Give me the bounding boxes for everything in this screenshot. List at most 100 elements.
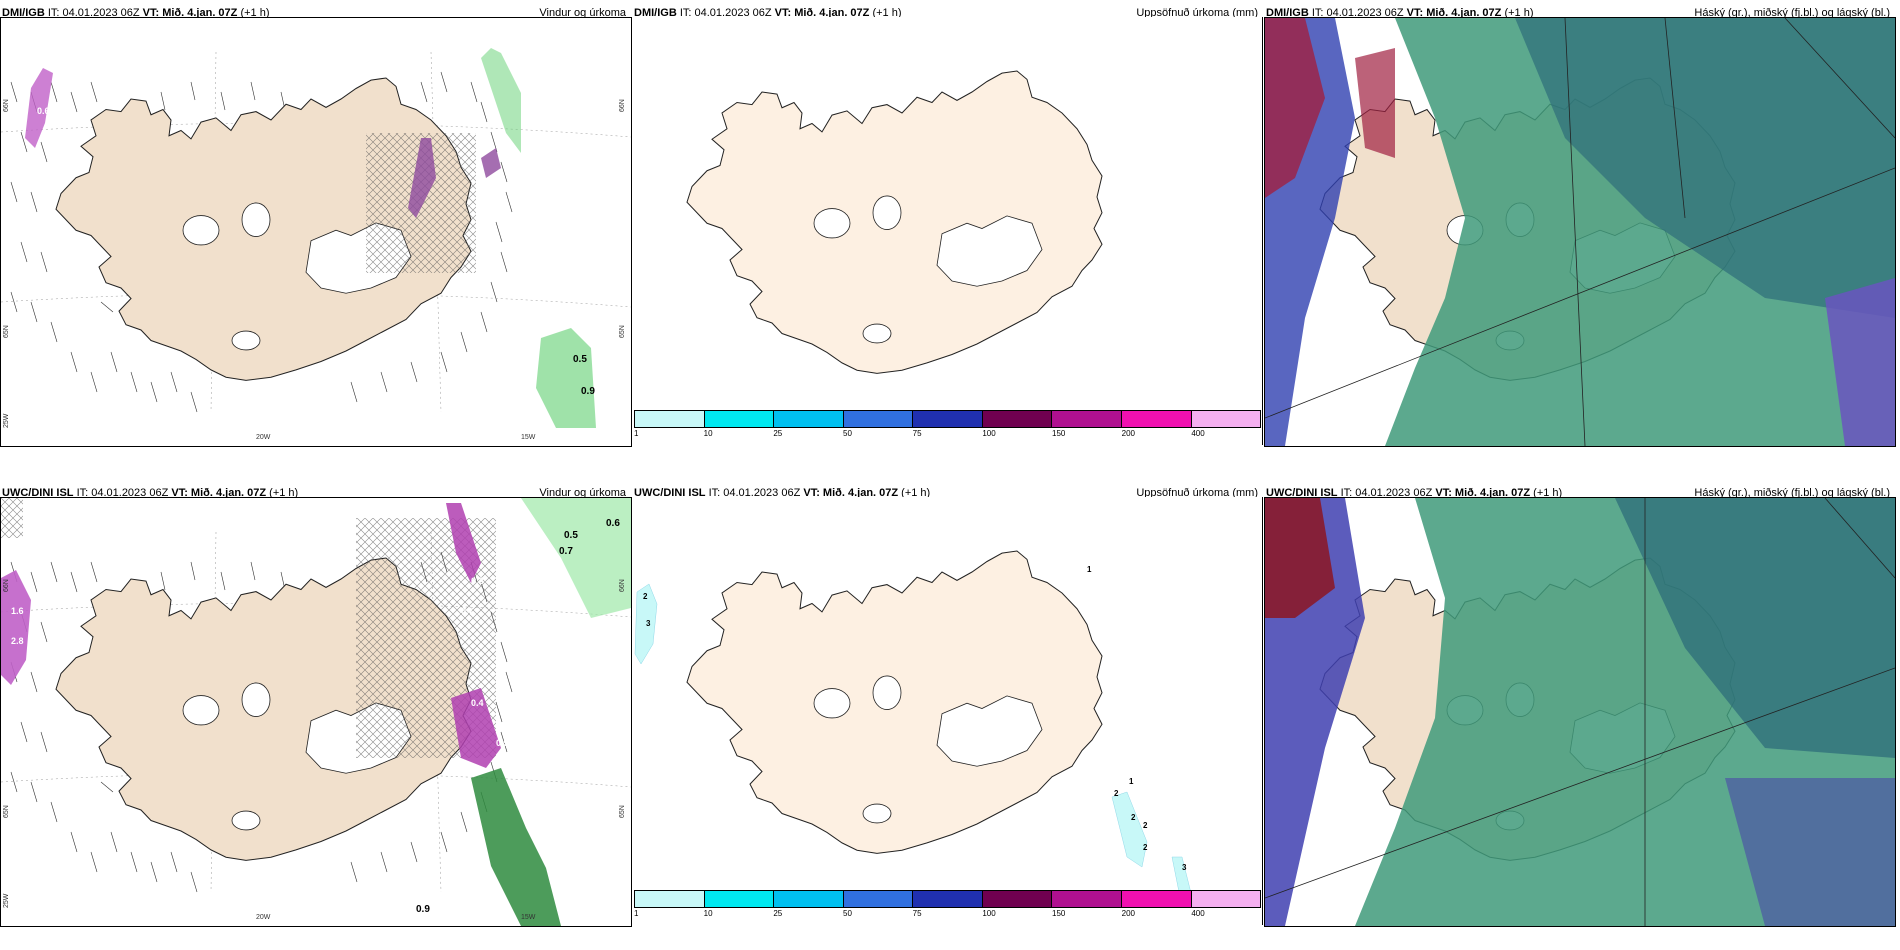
lead-time: (+1 h)	[269, 487, 299, 499]
valid-time-label: VT:	[1435, 487, 1452, 499]
lead-time: (+1 h)	[901, 487, 931, 499]
model-name: DMI/IGB	[1266, 7, 1309, 19]
panel-uwc-clouds: UWC/DINI ISL IT: 04.01.2023 06Z VT: Mið.…	[1264, 480, 1896, 928]
precip-area	[1111, 791, 1193, 898]
colorbar-tick: 25	[773, 909, 783, 918]
map-frame[interactable]	[1264, 17, 1896, 447]
colorbar-swatch	[1052, 891, 1122, 907]
lat-label: 66N	[3, 579, 10, 592]
lat-label: 65N	[3, 325, 10, 338]
model-name: DMI/IGB	[634, 7, 677, 19]
panel-title: DMI/IGB IT: 04.01.2023 06Z VT: Mið. 4.ja…	[0, 0, 630, 26]
panel-dmi-clouds: DMI/IGB IT: 04.01.2023 06Z VT: Mið. 4.ja…	[1264, 0, 1896, 448]
precip-value: 0.3	[471, 576, 484, 586]
panel-title: DMI/IGB IT: 04.01.2023 06Z VT: Mið. 4.ja…	[632, 0, 1262, 26]
colorbar-tick: 25	[773, 429, 783, 438]
colorbar-swatch	[1191, 891, 1261, 907]
map-frame[interactable]: 1 10 25 50 75 100 150 200 400	[632, 17, 1263, 445]
high-cloud-area	[1265, 18, 1325, 198]
colorbar-tick: 150	[1052, 429, 1066, 438]
iceland-landmass	[686, 70, 1103, 374]
precip-value: 0.5	[573, 354, 587, 365]
lat-label: 25W	[3, 893, 10, 908]
cloud-cover-area	[1515, 18, 1895, 318]
lat-label: 25W	[3, 413, 10, 428]
precip-area	[471, 768, 561, 926]
colorbar-tick: 50	[843, 909, 852, 918]
precip-value: 0.4	[471, 698, 484, 708]
precip-value: 0.6	[37, 106, 50, 116]
init-time: IT: 04.01.2023 06Z	[708, 487, 801, 499]
field-name: Háský (gr.), miðský (fj.bl.) og lágský (…	[1694, 487, 1890, 499]
lon-label: 15W	[521, 434, 536, 441]
colorbar-tick: 200	[1121, 909, 1136, 918]
precip-value: 0.9	[581, 386, 595, 397]
init-time: IT: 04.01.2023 06Z	[679, 7, 772, 19]
colorbar-swatch	[843, 891, 914, 907]
colorbar-tick: 10	[703, 909, 713, 918]
lat-label: 65N	[619, 805, 626, 818]
colorbar-tick: 100	[982, 429, 996, 438]
precip-area	[1, 570, 31, 685]
field-name: Háský (gr.), miðský (fj.bl.) og lágský (…	[1694, 7, 1890, 19]
init-time: IT: 04.01.2023 06Z	[1340, 487, 1433, 499]
colorbar-swatch	[1052, 411, 1122, 427]
precip-value: 2	[1143, 821, 1148, 830]
colorbar-tick: 400	[1191, 429, 1205, 438]
colorbar-swatch	[704, 891, 775, 907]
panel-uwc-accum-precip: UWC/DINI ISL IT: 04.01.2023 06Z VT: Mið.…	[632, 480, 1264, 928]
panel-title: DMI/IGB IT: 04.01.2023 06Z VT: Mið. 4.ja…	[1264, 0, 1894, 26]
precip-value: 3	[1182, 863, 1187, 872]
precip-area	[25, 68, 53, 148]
colorbar-swatch	[843, 411, 914, 427]
precip-value: 0.7	[461, 606, 474, 616]
colorbar-tick: 75	[912, 909, 922, 918]
panel-title: UWC/DINI ISL IT: 04.01.2023 06Z VT: Mið.…	[1264, 480, 1894, 506]
precip-area	[536, 328, 596, 428]
lead-time: (+1 h)	[1533, 487, 1563, 499]
map-frame[interactable]: 0.5 0.6 0.7 0.9 2.8 1.6 0.3 0.7 0.9 0.4 …	[0, 497, 632, 927]
valid-time: Mið. 4.jan. 07Z	[1426, 7, 1502, 19]
colorbar-tick: 10	[703, 429, 713, 438]
colorbar-tick: 75	[912, 429, 922, 438]
precip-area	[481, 48, 521, 153]
model-name: UWC/DINI ISL	[2, 487, 74, 499]
precip-value: 2	[643, 592, 648, 601]
colorbar-swatch	[1191, 411, 1261, 427]
valid-time: Mið. 4.jan. 07Z	[162, 7, 238, 19]
lat-label: 66N	[619, 579, 626, 592]
colorbar	[634, 410, 1261, 428]
map-frame[interactable]	[1264, 497, 1896, 927]
precip-value: 3	[646, 619, 651, 628]
map-frame[interactable]: 2 3 1 1 2 2 2 2 3 1 10 25 50 75 100 150 200 400	[632, 497, 1263, 925]
valid-time: Mið. 4.jan. 07Z	[190, 487, 267, 499]
lon-label: 20W	[256, 434, 271, 441]
field-name: Vindur og úrkoma	[539, 487, 626, 499]
colorbar-swatch	[913, 411, 983, 427]
colorbar	[634, 890, 1261, 908]
precip-value: 0.6	[606, 518, 620, 529]
valid-time-label: VT:	[142, 7, 160, 19]
valid-time-label: VT:	[774, 7, 792, 19]
colorbar-ticks: 1 10 25 50 75 100 150 200 400	[634, 429, 1261, 439]
precip-value: 2.8	[11, 636, 24, 646]
lat-label: 65N	[619, 325, 626, 338]
init-time: IT: 04.01.2023 06Z	[76, 487, 169, 499]
precip-area	[408, 138, 501, 218]
lon-label: 20W	[256, 914, 271, 921]
colorbar-tick: 50	[843, 429, 852, 438]
precip-value: 0.9	[496, 738, 509, 748]
map-frame[interactable]: 0.5 0.9 0.6 66N 65N 25W 66N 65N 20W 15W	[0, 17, 632, 447]
colorbar-swatch	[913, 891, 983, 907]
colorbar-swatch	[982, 411, 1053, 427]
precip-area	[521, 498, 631, 618]
colorbar-swatch	[982, 891, 1053, 907]
lead-time: (+1 h)	[240, 7, 270, 19]
colorbar-tick: 1	[634, 909, 639, 918]
panel-title: UWC/DINI ISL IT: 04.01.2023 06Z VT: Mið.…	[632, 480, 1262, 506]
colorbar-tick: 200	[1121, 429, 1136, 438]
field-name: Uppsöfnuð úrkoma (mm)	[1136, 7, 1258, 19]
cloud-cover-area	[1825, 278, 1895, 446]
cloud-cover-area	[1615, 498, 1895, 758]
colorbar-tick: 1	[634, 429, 639, 438]
